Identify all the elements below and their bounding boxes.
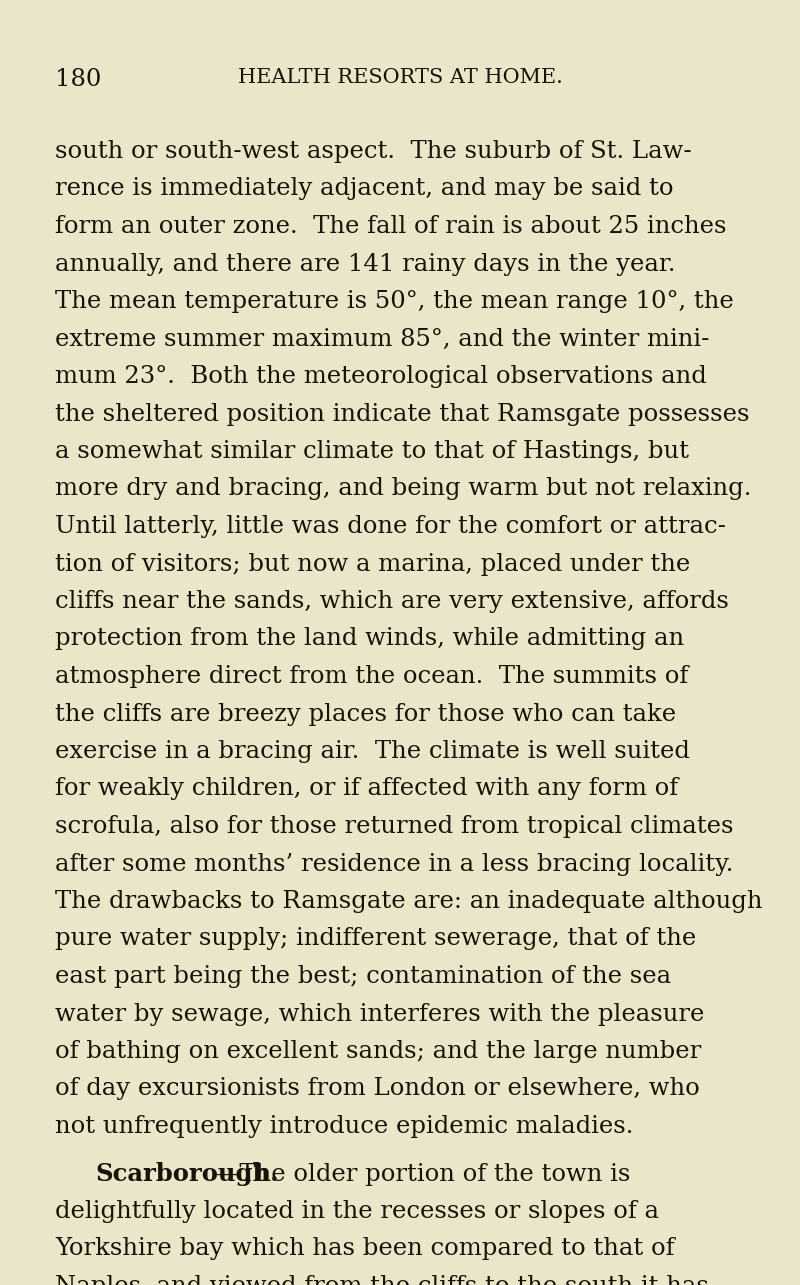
Text: Naples, and viewed from the cliffs to the south it has: Naples, and viewed from the cliffs to th…: [55, 1275, 709, 1285]
Text: after some months’ residence in a less bracing locality.: after some months’ residence in a less b…: [55, 852, 734, 875]
Text: rence is immediately adjacent, and may be said to: rence is immediately adjacent, and may b…: [55, 177, 674, 200]
Text: 180: 180: [55, 68, 102, 91]
Text: more dry and bracing, and being warm but not relaxing.: more dry and bracing, and being warm but…: [55, 478, 751, 500]
Text: annually, and there are 141 rainy days in the year.: annually, and there are 141 rainy days i…: [55, 252, 675, 275]
Text: of day excursionists from London or elsewhere, who: of day excursionists from London or else…: [55, 1078, 700, 1100]
Text: The drawbacks to Ramsgate are: an inadequate although: The drawbacks to Ramsgate are: an inadeq…: [55, 891, 762, 914]
Text: not unfrequently introduce epidemic maladies.: not unfrequently introduce epidemic mala…: [55, 1115, 634, 1139]
Text: delightfully located in the recesses or slopes of a: delightfully located in the recesses or …: [55, 1200, 659, 1223]
Text: Scarborough.: Scarborough.: [95, 1163, 278, 1186]
Text: pure water supply; indifferent sewerage, that of the: pure water supply; indifferent sewerage,…: [55, 928, 696, 951]
Text: exercise in a bracing air.  The climate is well suited: exercise in a bracing air. The climate i…: [55, 740, 690, 763]
Text: form an outer zone.  The fall of rain is about 25 inches: form an outer zone. The fall of rain is …: [55, 215, 726, 238]
Text: extreme summer maximum 85°, and the winter mini-: extreme summer maximum 85°, and the wint…: [55, 328, 710, 351]
Text: —The older portion of the town is: —The older portion of the town is: [215, 1163, 630, 1186]
Text: tion of visitors; but now a marina, placed under the: tion of visitors; but now a marina, plac…: [55, 553, 690, 576]
Text: water by sewage, which interferes with the pleasure: water by sewage, which interferes with t…: [55, 1002, 704, 1025]
Text: of bathing on excellent sands; and the large number: of bathing on excellent sands; and the l…: [55, 1040, 702, 1063]
Text: HEALTH RESORTS AT HOME.: HEALTH RESORTS AT HOME.: [238, 68, 562, 87]
Text: east part being the best; contamination of the sea: east part being the best; contamination …: [55, 965, 671, 988]
Text: atmosphere direct from the ocean.  The summits of: atmosphere direct from the ocean. The su…: [55, 666, 688, 687]
Text: scrofula, also for those returned from tropical climates: scrofula, also for those returned from t…: [55, 815, 734, 838]
Text: Yorkshire bay which has been compared to that of: Yorkshire bay which has been compared to…: [55, 1237, 674, 1261]
Text: south or south-west aspect.  The suburb of St. Law-: south or south-west aspect. The suburb o…: [55, 140, 692, 163]
Text: a somewhat similar climate to that of Hastings, but: a somewhat similar climate to that of Ha…: [55, 439, 689, 463]
Text: the cliffs are breezy places for those who can take: the cliffs are breezy places for those w…: [55, 703, 676, 726]
Text: protection from the land winds, while admitting an: protection from the land winds, while ad…: [55, 627, 684, 650]
Text: mum 23°.  Both the meteorological observations and: mum 23°. Both the meteorological observa…: [55, 365, 706, 388]
Text: cliffs near the sands, which are very extensive, affords: cliffs near the sands, which are very ex…: [55, 590, 729, 613]
Text: Until latterly, little was done for the comfort or attrac-: Until latterly, little was done for the …: [55, 515, 726, 538]
Text: The mean temperature is 50°, the mean range 10°, the: The mean temperature is 50°, the mean ra…: [55, 290, 734, 314]
Text: for weakly children, or if affected with any form of: for weakly children, or if affected with…: [55, 777, 678, 801]
Text: the sheltered position indicate that Ramsgate possesses: the sheltered position indicate that Ram…: [55, 402, 750, 425]
